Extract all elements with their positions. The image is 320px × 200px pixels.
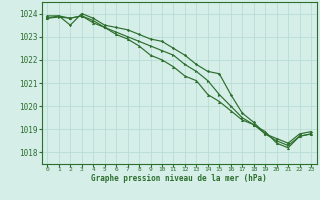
X-axis label: Graphe pression niveau de la mer (hPa): Graphe pression niveau de la mer (hPa): [91, 174, 267, 183]
